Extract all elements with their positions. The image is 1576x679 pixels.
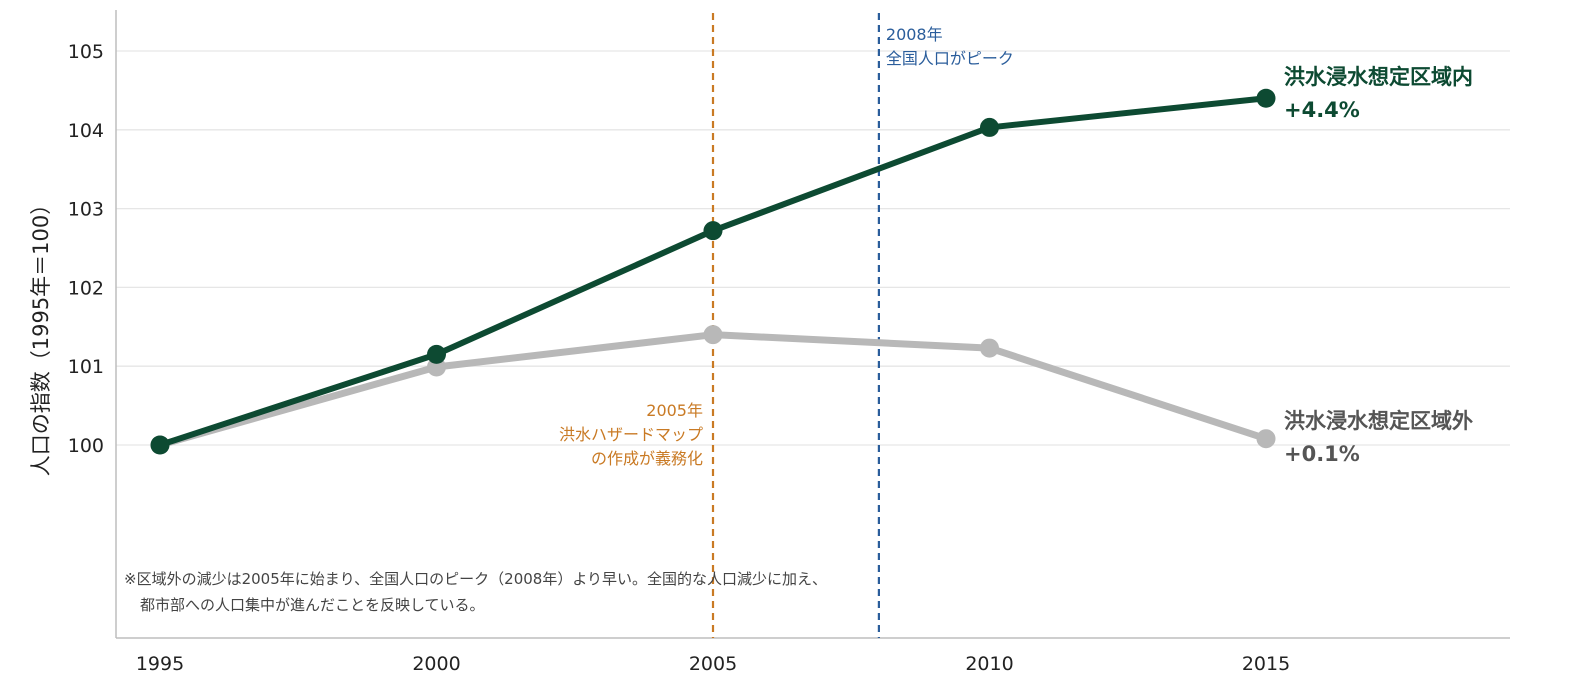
annotation-2008-line: 2008年: [886, 25, 943, 44]
data-point-inside: [150, 435, 170, 455]
series-label-name: 洪水浸水想定区域内: [1284, 65, 1473, 89]
data-point-inside: [703, 221, 723, 241]
y-tick-label: 103: [68, 199, 104, 221]
y-tick-label: 104: [68, 120, 104, 142]
y-tick-label: 105: [68, 41, 104, 63]
series-label-name: 洪水浸水想定区域外: [1284, 409, 1473, 433]
series: [150, 88, 1276, 455]
x-tick-label: 2015: [1242, 653, 1290, 675]
series-label-change: +0.1%: [1284, 442, 1360, 466]
data-point-inside: [427, 344, 446, 364]
gridlines: [116, 50, 1510, 446]
annotation-2005-line: 洪水ハザードマップ: [559, 425, 703, 444]
data-point-inside: [980, 117, 999, 137]
footnote-line: ※区域外の減少は2005年に始まり、全国人口のピーク（2008年）より早い。全国…: [124, 570, 827, 588]
series-label-change: +4.4%: [1284, 98, 1360, 122]
reference-lines: [711, 13, 881, 638]
data-point-outside: [980, 338, 999, 358]
y-tick-label: 101: [68, 356, 104, 378]
y-axis-label: 人口の指数（1995年＝100）: [29, 194, 53, 477]
data-point-inside: [1256, 88, 1276, 108]
y-tick-label: 100: [68, 435, 104, 457]
data-point-outside: [1256, 429, 1276, 449]
data-point-outside: [703, 325, 723, 345]
annotation-2008-line: 全国人口がピーク: [886, 49, 1014, 68]
x-tick-label: 1995: [136, 653, 184, 675]
x-tick-label: 2010: [965, 653, 1013, 675]
annotation-2005-line: 2005年: [646, 401, 703, 420]
x-tick-label: 2005: [689, 653, 737, 675]
footnote-line: 都市部への人口集中が進んだことを反映している。: [140, 596, 485, 614]
x-tick-label: 2000: [412, 653, 460, 675]
footnote: ※区域外の減少は2005年に始まり、全国人口のピーク（2008年）より早い。全国…: [124, 570, 827, 614]
y-tick-label: 102: [68, 277, 104, 299]
annotation-2005-line: の作成が義務化: [591, 449, 703, 468]
axes: 100 101 102 103 104 105 1995 2000 2005 2010 2015: [68, 10, 1510, 675]
